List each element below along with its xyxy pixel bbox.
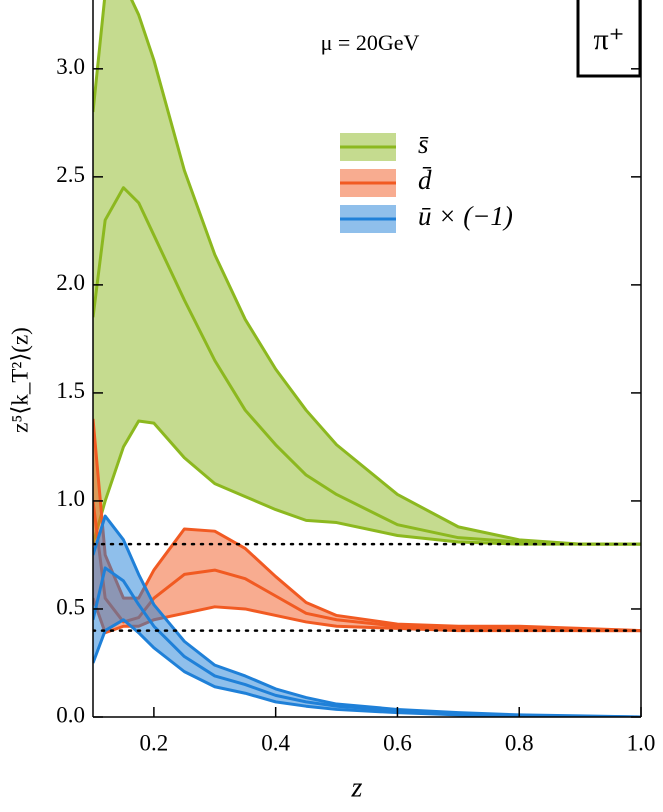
x-tick-label: 1.0 xyxy=(627,730,656,755)
y-axis-label: z⁵⟨k_T²⟩(z) xyxy=(7,327,32,433)
x-axis-label: z xyxy=(351,772,363,803)
plot-area xyxy=(93,0,641,717)
legend-label: d̄ xyxy=(418,165,432,195)
x-tick-label: 0.6 xyxy=(383,730,412,755)
band xyxy=(93,418,641,633)
y-tick-label: 2.5 xyxy=(56,162,85,187)
y-tick-label: 2.0 xyxy=(56,270,85,295)
legend: s̄ d̄ ū × (−1) xyxy=(340,129,513,233)
band xyxy=(93,0,641,545)
particle-label: π⁺ xyxy=(594,23,625,56)
y-tick-label: 0.0 xyxy=(56,702,85,727)
central-line xyxy=(93,566,641,717)
x-tick-label: 0.2 xyxy=(140,730,169,755)
y-tick-label: 1.0 xyxy=(56,486,85,511)
band-edge xyxy=(93,0,641,546)
y-tick-label: 0.5 xyxy=(56,594,85,619)
legend-label: ū × (−1) xyxy=(418,201,513,231)
label-box xyxy=(576,0,642,78)
x-tick-label: 0.8 xyxy=(505,730,534,755)
x-tick-label: 0.4 xyxy=(261,730,290,755)
annotation: μ = 20GeV xyxy=(321,30,420,55)
y-tick-label: 1.5 xyxy=(56,378,85,403)
central-line xyxy=(93,186,641,546)
legend-label: s̄ xyxy=(418,129,429,159)
y-tick-label: 3.0 xyxy=(56,54,85,79)
